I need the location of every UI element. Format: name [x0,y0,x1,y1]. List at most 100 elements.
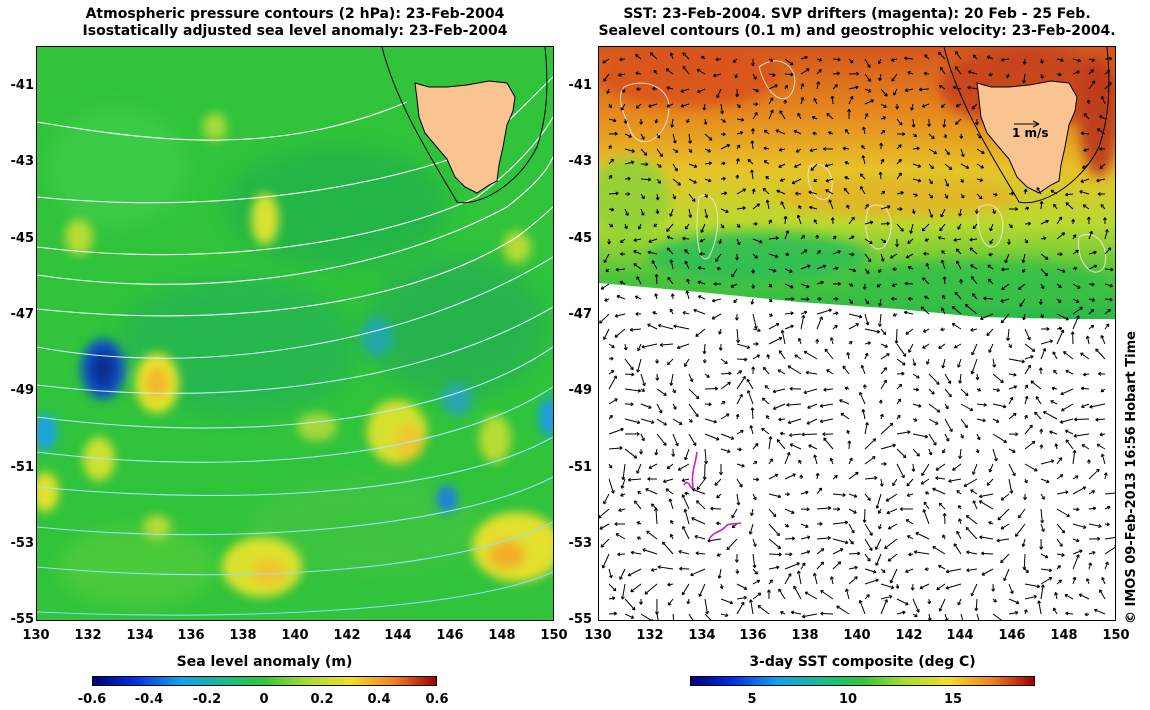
velocity-arrowhead [942,513,947,517]
velocity-vector [1072,508,1080,511]
velocity-vector [768,493,781,498]
velocity-arrowhead [1065,316,1069,321]
velocity-arrowhead [1107,308,1111,313]
velocity-arrowhead [697,295,702,299]
velocity-vector [848,86,859,90]
velocity-arrowhead [779,431,784,436]
velocity-vector [832,58,841,61]
velocity-arrowhead [1077,285,1081,289]
velocity-arrowhead [836,605,840,610]
velocity-arrowhead [627,477,632,482]
velocity-vector [864,553,871,562]
right-y-tick: -49 [568,383,593,398]
velocity-arrowhead [666,247,671,252]
velocity-arrowhead [682,52,686,56]
velocity-arrowhead [942,124,947,128]
velocity-vector [963,478,978,487]
velocity-arrowhead [637,226,642,230]
velocity-arrowhead [849,341,853,345]
velocity-vector [1104,229,1108,240]
velocity-arrowhead [869,220,874,225]
velocity-vector [919,88,930,91]
velocity-arrowhead [790,324,794,329]
velocity-arrowhead [974,210,979,214]
velocity-vector [768,436,772,450]
velocity-arrowhead [1058,326,1063,331]
velocity-vector [1072,249,1079,255]
velocity-vector [970,264,978,270]
velocity-arrowhead [1022,79,1027,84]
velocity-vector [800,265,811,270]
velocity-vector [599,313,610,324]
velocity-vector [619,568,626,580]
velocity-arrowhead [761,427,765,432]
velocity-arrowhead [1024,384,1029,389]
velocity-arrowhead [976,436,981,441]
velocity-arrowhead [654,293,659,297]
velocity-arrowhead [747,159,752,163]
velocity-arrowhead [936,409,941,413]
velocity-vector [966,551,978,555]
right-x-tick: 142 [895,628,923,643]
velocity-arrowhead [648,405,652,409]
velocity-arrowhead [634,500,638,504]
velocity-arrowhead [971,351,975,356]
velocity-arrowhead [708,137,713,141]
velocity-vector [928,148,937,155]
velocity-arrowhead [769,313,773,317]
velocity-vector [750,508,754,516]
velocity-arrowhead [653,69,658,74]
velocity-arrowhead [754,571,758,575]
velocity-vector [761,427,770,435]
velocity-vector [824,348,834,360]
velocity-vector [603,253,610,263]
velocity-vector [1104,58,1113,60]
velocity-arrowhead [1021,359,1025,364]
velocity-arrowhead [992,210,996,214]
velocity-arrowhead [732,59,737,63]
velocity-arrowhead [911,468,916,472]
velocity-vector [1065,439,1074,450]
velocity-arrowhead [1010,590,1014,594]
velocity-vector [678,463,690,471]
velocity-arrowhead [753,496,757,501]
velocity-vector [752,443,759,450]
velocity-arrowhead [812,131,816,136]
velocity-vector [891,58,898,61]
velocity-vector [762,187,770,195]
velocity-arrowhead [1099,432,1103,437]
velocity-vector [1056,508,1070,517]
velocity-vector [752,112,758,120]
velocity-arrowhead [836,71,840,76]
velocity-arrowhead [938,608,943,612]
velocity-vector [887,553,898,562]
velocity-arrowhead [611,596,616,601]
velocity-arrowhead [964,304,969,308]
velocity-vector [816,81,820,90]
velocity-arrowhead [937,51,942,56]
velocity-arrowhead [1012,449,1016,453]
velocity-vector [635,295,642,300]
velocity-arrowhead [672,389,676,394]
velocity-arrowhead [935,467,940,471]
velocity-arrowhead [789,61,794,66]
left-x-tick: 148 [488,628,516,643]
velocity-arrowhead [1037,600,1042,604]
velocity-vector [965,304,978,315]
velocity-vector [895,328,898,344]
velocity-arrowhead [979,535,983,540]
velocity-arrowhead [787,573,792,577]
velocity-arrowhead [892,267,896,272]
velocity-arrowhead [718,240,723,245]
velocity-arrowhead [1101,576,1105,581]
velocity-vector [736,463,745,467]
velocity-arrowhead [655,197,660,201]
velocity-arrowhead [715,258,719,262]
velocity-vector [688,193,696,202]
velocity-arrowhead [908,349,912,353]
velocity-arrowhead [1044,272,1049,277]
velocity-arrowhead [666,361,671,366]
velocity-vector [848,323,859,330]
velocity-vector [939,85,946,90]
velocity-arrowhead [735,174,740,178]
